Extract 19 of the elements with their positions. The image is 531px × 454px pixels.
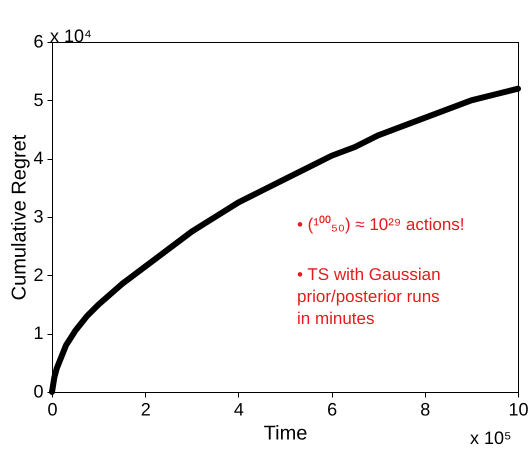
annotation: • TS with Gaussian prior/posterior runs in minutes xyxy=(297,265,441,328)
y-tick-label: 2 xyxy=(33,264,44,285)
x-axis-title: Time xyxy=(264,422,308,444)
x-tick-label: 8 xyxy=(420,400,430,420)
x-tick-label: 10 xyxy=(508,400,529,420)
text: x 10⁵ xyxy=(470,428,512,448)
x-tick-label: 4 xyxy=(234,400,244,420)
annotation: x 10⁴ xyxy=(50,26,92,46)
y-axis-title: Cumulative Regret xyxy=(8,134,30,300)
y-tick-label: 1 xyxy=(33,323,44,344)
x-tick-label: 2 xyxy=(140,400,151,420)
y-tick-label: 3 xyxy=(33,206,44,226)
annotation: • (¹⁰⁰₅₀) ≈ 10²⁹ actions! xyxy=(297,215,464,234)
y-tick-label: 0 xyxy=(33,382,44,402)
y-tick-label: 4 xyxy=(33,148,44,168)
y-tick-label: 5 xyxy=(33,90,44,110)
x-tick-label: 6 xyxy=(327,400,338,420)
x-tick-label: 0 xyxy=(47,400,58,420)
y-tick-label: 6 xyxy=(33,32,44,52)
